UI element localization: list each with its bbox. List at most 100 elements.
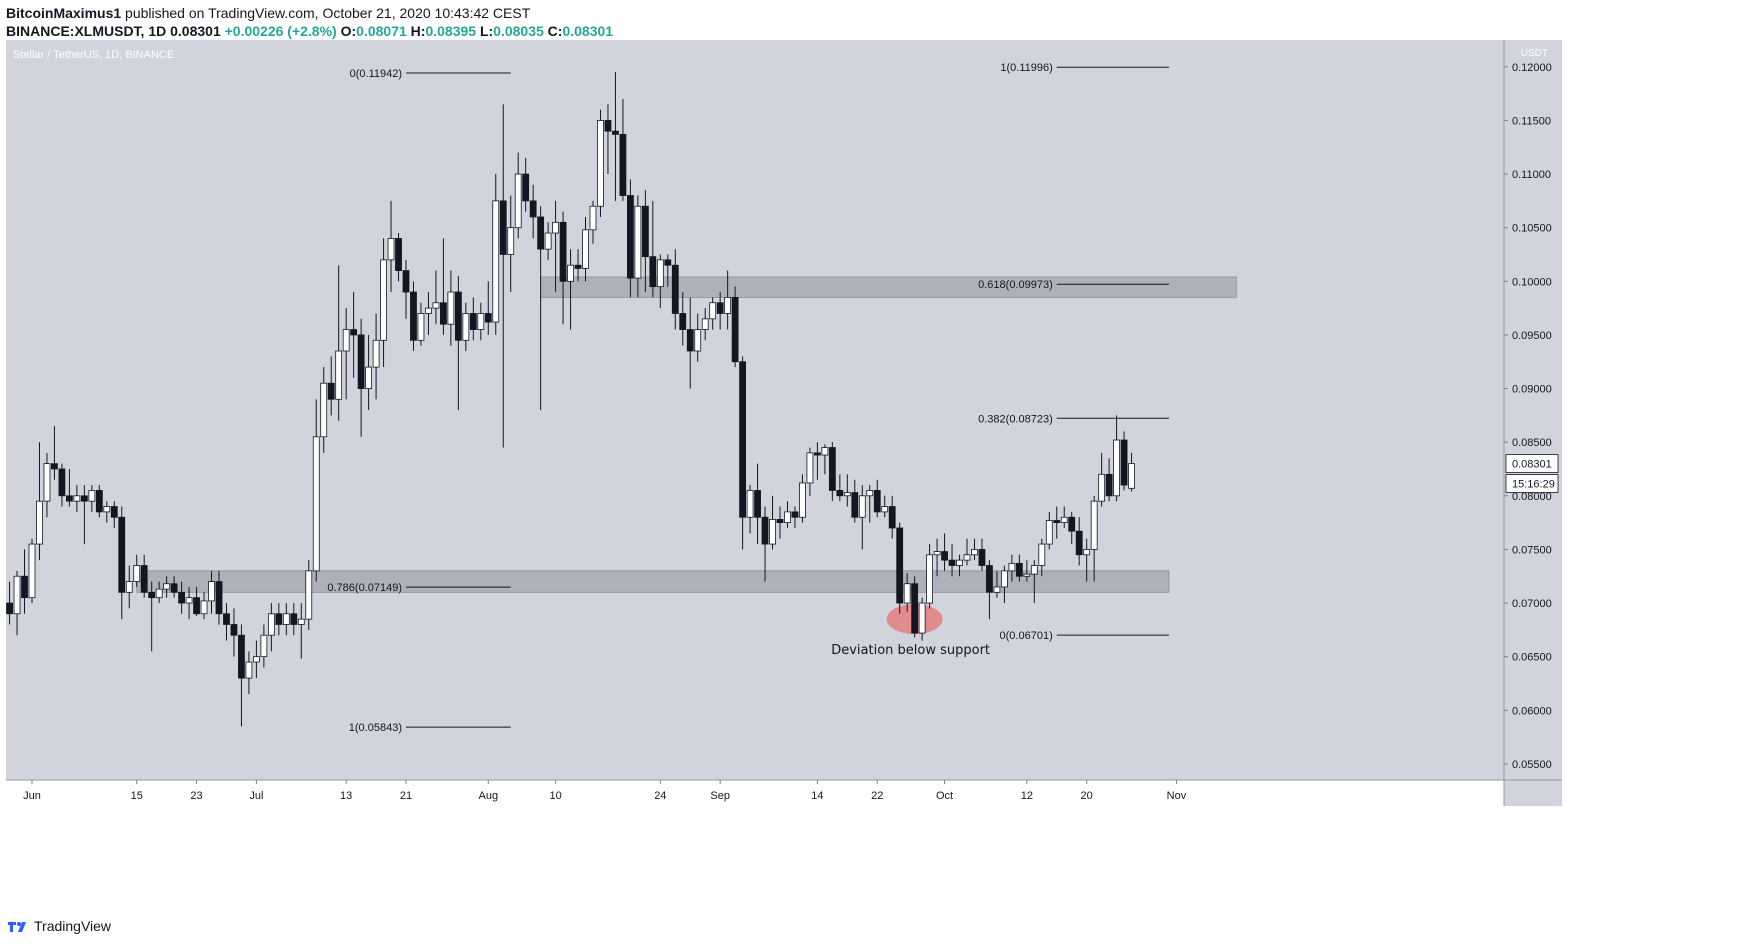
- x-tick-label: Oct: [936, 790, 953, 802]
- candle-down: [193, 597, 200, 615]
- candle-up: [694, 329, 702, 352]
- x-tick-label: 21: [400, 790, 412, 802]
- time-axis: Jun 15 23 Jul 13 21 Aug 10 24 Sep 14 22 Oct 12 20 Nov: [23, 780, 1187, 802]
- candle-down: [679, 313, 687, 330]
- candle-up: [926, 554, 933, 604]
- candle-up: [387, 238, 395, 261]
- candle-down: [1015, 562, 1023, 577]
- high-label: H:: [410, 23, 426, 39]
- candle-down: [529, 200, 537, 218]
- candle-down: [51, 463, 58, 470]
- candle-up: [881, 506, 889, 513]
- symbol-info: BINANCE:XLMUSDT, 1D 0.08301 +0.00226 (+2…: [6, 23, 613, 39]
- candle-down: [230, 624, 238, 636]
- candle-down: [649, 256, 657, 288]
- price-change: +0.00226 (+2.8%): [224, 23, 337, 39]
- candle-down: [1120, 439, 1128, 486]
- candle-up: [858, 495, 866, 518]
- candle-down: [851, 492, 859, 518]
- candle-up: [634, 205, 642, 279]
- candle-up: [1098, 473, 1106, 502]
- y-tick-label: 0.06000: [1512, 705, 1552, 717]
- y-tick-label: 0.07500: [1512, 544, 1552, 556]
- candle-up: [701, 318, 709, 330]
- candle-up: [597, 120, 604, 207]
- open-label: O:: [340, 23, 357, 39]
- y-tick-label: 0.08000: [1512, 491, 1552, 503]
- x-tick-label: 20: [1081, 790, 1093, 802]
- candle-up: [208, 581, 215, 602]
- y-tick-label: 0.12000: [1512, 62, 1552, 74]
- chart-title: Stellar / TetherUS, 1D, BINANCE: [13, 49, 174, 61]
- candle-up: [799, 482, 806, 518]
- candle-up: [267, 613, 275, 636]
- candle-down: [402, 270, 410, 293]
- candle-up: [36, 500, 43, 545]
- zone-2: [136, 570, 1170, 593]
- tradingview-brand[interactable]: TradingView: [34, 918, 112, 934]
- candle-up: [746, 490, 754, 518]
- candle-down: [619, 133, 627, 196]
- candle-down: [1105, 473, 1113, 497]
- candles: [6, 72, 1135, 727]
- x-tick-label: Aug: [478, 790, 498, 802]
- x-tick-label: 24: [654, 790, 666, 802]
- y-tick-label: 0.05500: [1512, 759, 1552, 771]
- candle-down: [357, 334, 365, 389]
- candle-up: [1090, 500, 1098, 550]
- candle-down: [627, 195, 634, 279]
- candle-up: [1030, 565, 1038, 575]
- candle-down: [522, 173, 530, 202]
- candle-up: [447, 291, 455, 325]
- candle-down: [223, 613, 230, 625]
- x-tick-label: Sep: [710, 790, 730, 802]
- candle-up: [477, 313, 485, 330]
- high-value: 0.08395: [425, 23, 477, 39]
- candle-up: [312, 436, 320, 572]
- candle-down: [350, 329, 358, 336]
- candle-down: [612, 130, 619, 135]
- candle-up: [1128, 463, 1135, 489]
- candle-down: [66, 495, 73, 502]
- candle-up: [933, 551, 941, 556]
- fib-label-2: 0.786(0.07149): [327, 582, 402, 594]
- candle-up: [507, 227, 515, 255]
- close-label: C:: [547, 23, 563, 39]
- candle-up: [260, 634, 268, 658]
- candle-down: [148, 591, 156, 599]
- candle-up: [125, 581, 133, 593]
- candle-down: [410, 291, 417, 341]
- low-value: 0.08035: [493, 23, 544, 39]
- candle-down: [641, 205, 649, 258]
- candle-down: [118, 516, 126, 593]
- tradingview-logo-icon: [8, 922, 26, 932]
- candle-up: [365, 366, 373, 389]
- candle-down: [986, 565, 993, 593]
- candle-up: [380, 259, 387, 341]
- y-tick-label: 0.08500: [1512, 437, 1552, 449]
- candle-up: [821, 447, 829, 456]
- candle-up: [13, 575, 21, 615]
- candle-down: [439, 302, 447, 325]
- author-name[interactable]: BitcoinMaximus1: [6, 5, 122, 21]
- candle-up: [709, 302, 717, 320]
- candle-down: [537, 216, 545, 250]
- candle-up: [1113, 439, 1120, 497]
- candle-up: [769, 518, 776, 545]
- candle-up: [185, 597, 193, 604]
- price-axis-background[interactable]: [1504, 40, 1562, 806]
- candle-up: [155, 588, 163, 599]
- candle-up: [918, 602, 926, 634]
- candle-up: [28, 543, 36, 599]
- candle-down: [559, 221, 567, 282]
- candle-up: [784, 511, 791, 524]
- candle-up: [806, 452, 814, 484]
- candle-down: [110, 506, 118, 518]
- published-text: published on TradingView.com, October 21…: [125, 5, 531, 21]
- y-tick-label: 0.11500: [1512, 115, 1551, 127]
- x-tick-label: Jun: [23, 790, 41, 802]
- candle-up: [971, 549, 978, 556]
- candle-up: [342, 329, 350, 352]
- candle-up: [297, 618, 305, 625]
